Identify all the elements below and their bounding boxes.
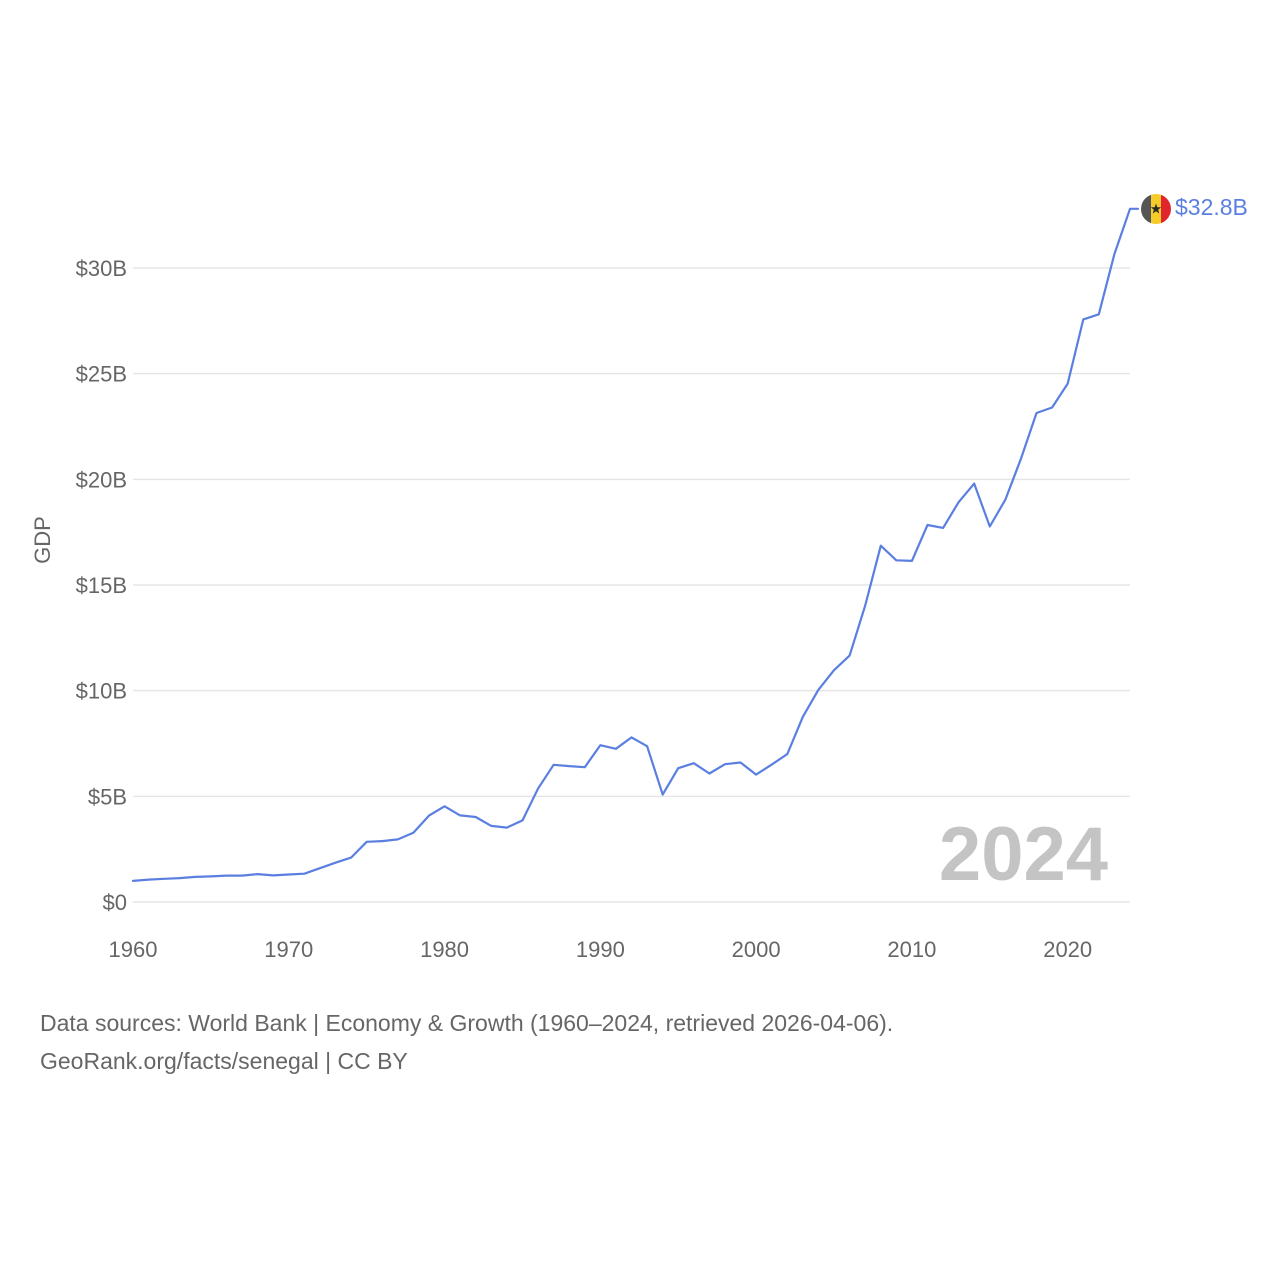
y-tick-label: $25B (76, 362, 127, 387)
source-line: Data sources: World Bank | Economy & Gro… (40, 1010, 894, 1036)
y-tick-label: $20B (76, 467, 127, 492)
data-source-footer: Data sources: World Bank | Economy & Gro… (40, 1004, 893, 1080)
current-year-label: 2024 (939, 812, 1108, 897)
x-tick-label: 1960 (109, 937, 158, 962)
y-tick-label: $0 (103, 890, 127, 915)
y-tick-label: $15B (76, 573, 127, 598)
y-tick-label: $10B (76, 679, 127, 704)
x-tick-label: 1970 (264, 937, 313, 962)
x-tick-label: 1980 (420, 937, 469, 962)
x-tick-label: 2000 (732, 937, 781, 962)
x-tick-label: 2010 (887, 937, 936, 962)
y-axis-label: GDP (30, 516, 55, 564)
y-tick-label: $5B (88, 784, 127, 809)
gdp-series-line (131, 207, 1140, 882)
x-tick-label: 2020 (1043, 937, 1092, 962)
senegal-flag-icon (1141, 194, 1171, 224)
x-tick-label: 1990 (576, 937, 625, 962)
license-line: GeoRank.org/facts/senegal | CC BY (40, 1048, 408, 1074)
y-tick-label: $30B (76, 256, 127, 281)
latest-value-label: $32.8B (1175, 194, 1248, 220)
